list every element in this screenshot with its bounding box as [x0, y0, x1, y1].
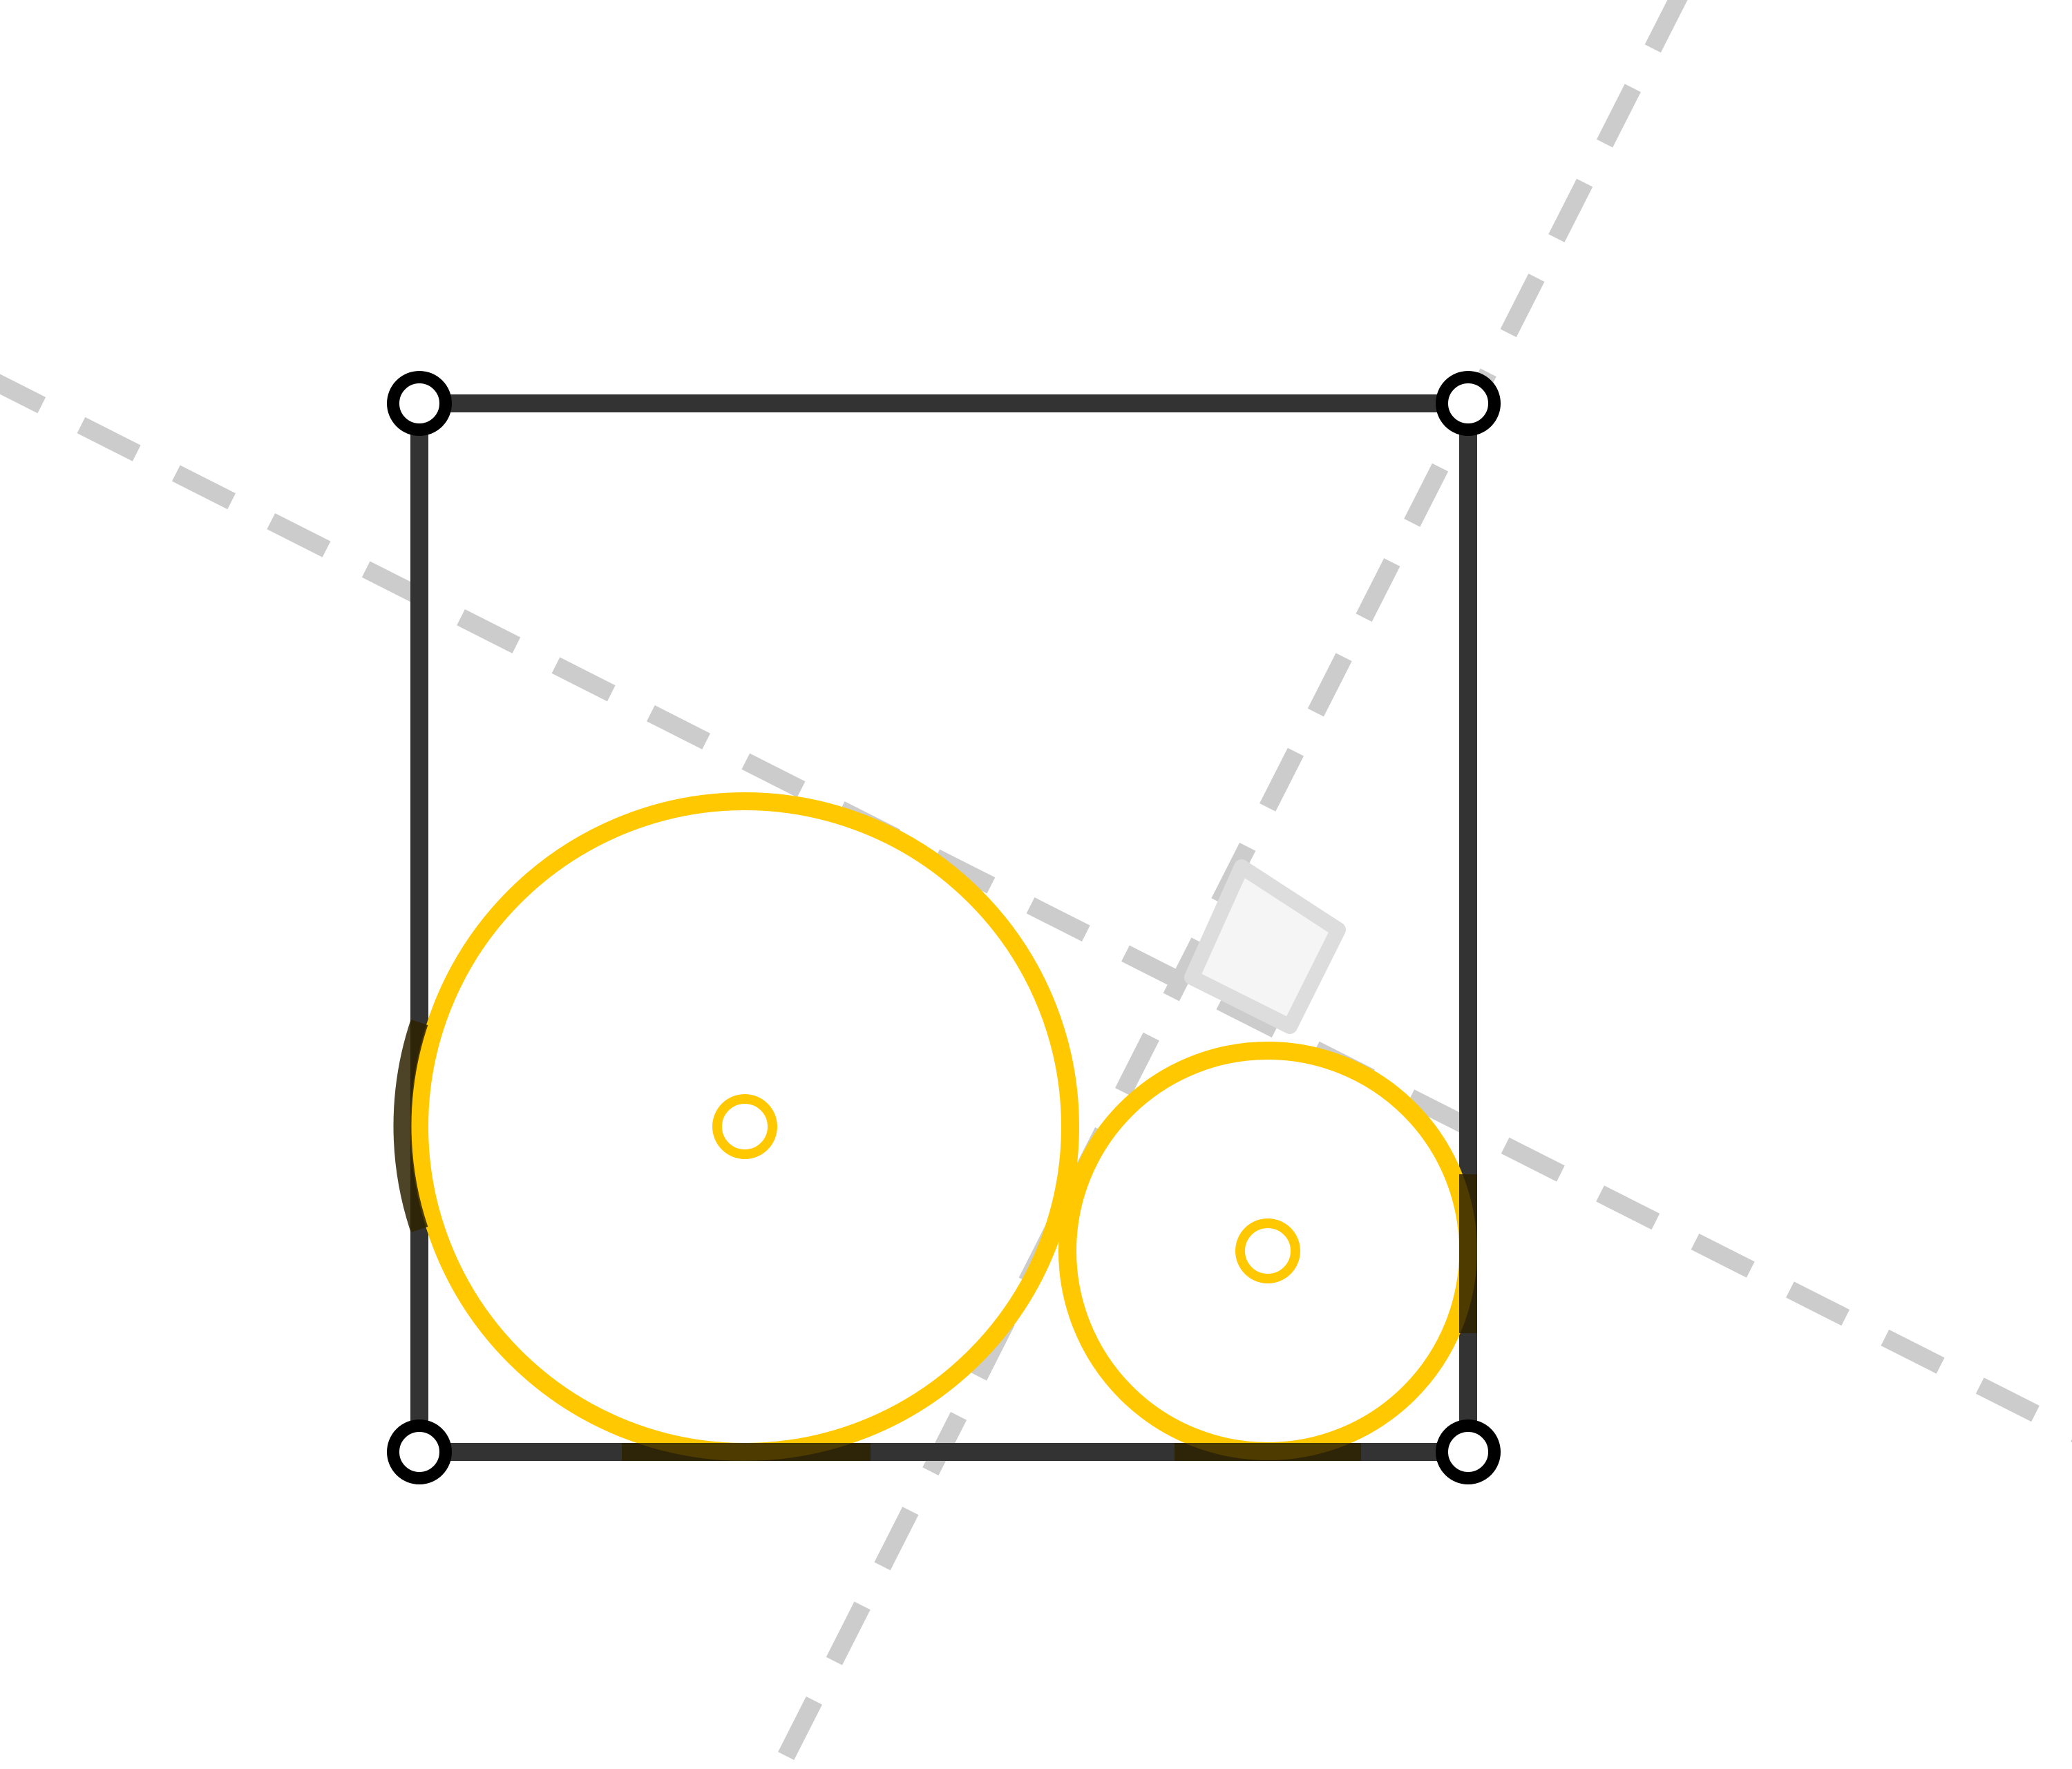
large-circle-center [712, 1094, 777, 1159]
vertex-bottom-left[interactable] [387, 1419, 452, 1484]
small-circle-center [1235, 1218, 1300, 1283]
vertex-top-right[interactable] [1436, 371, 1501, 436]
vertex-top-left[interactable] [387, 371, 452, 436]
large-circle-left-tangent-shade [393, 1019, 428, 1233]
vertex-bottom-right[interactable] [1436, 1419, 1501, 1484]
right-angle-marker [1184, 859, 1346, 1034]
construction-line-shallow [0, 374, 2072, 1443]
